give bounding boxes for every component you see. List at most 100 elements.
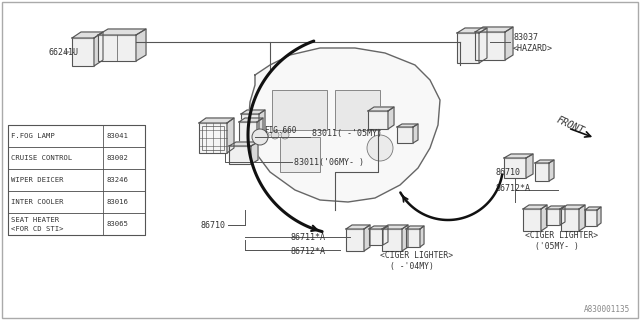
Text: A830001135: A830001135 bbox=[584, 305, 630, 314]
Bar bbox=[229, 146, 251, 164]
Circle shape bbox=[261, 131, 269, 139]
Polygon shape bbox=[388, 107, 394, 129]
Polygon shape bbox=[457, 28, 487, 33]
Polygon shape bbox=[368, 107, 394, 111]
Polygon shape bbox=[397, 124, 418, 127]
Text: FIG.660: FIG.660 bbox=[264, 125, 296, 134]
Text: 83016: 83016 bbox=[106, 199, 128, 205]
Polygon shape bbox=[504, 154, 533, 158]
Text: <CIGER LIGHTER>: <CIGER LIGHTER> bbox=[380, 251, 453, 260]
Bar bbox=[98, 35, 136, 61]
Text: <FOR CD STI>: <FOR CD STI> bbox=[11, 226, 63, 232]
Bar bbox=[346, 229, 364, 251]
Bar bbox=[397, 127, 413, 143]
Polygon shape bbox=[251, 142, 258, 164]
Bar bbox=[382, 229, 402, 251]
Text: 83041: 83041 bbox=[106, 133, 128, 139]
Text: 86711*A: 86711*A bbox=[290, 233, 325, 242]
Polygon shape bbox=[257, 118, 263, 142]
Text: ('05MY- ): ('05MY- ) bbox=[535, 242, 579, 251]
Polygon shape bbox=[585, 207, 601, 210]
Circle shape bbox=[271, 131, 279, 139]
Text: 86712*A: 86712*A bbox=[290, 247, 325, 257]
Bar bbox=[280, 137, 320, 172]
Text: FRONT: FRONT bbox=[555, 114, 586, 136]
Bar bbox=[8, 125, 145, 235]
Bar bbox=[8, 147, 145, 169]
Polygon shape bbox=[136, 29, 146, 61]
Polygon shape bbox=[72, 32, 103, 38]
Bar bbox=[8, 191, 145, 213]
Text: 86712*A: 86712*A bbox=[495, 183, 530, 193]
Polygon shape bbox=[369, 226, 388, 229]
Bar bbox=[546, 209, 560, 225]
Bar bbox=[504, 158, 526, 178]
Bar bbox=[8, 213, 145, 235]
Polygon shape bbox=[597, 207, 601, 226]
Bar bbox=[335, 90, 380, 130]
Bar bbox=[585, 210, 597, 226]
Bar bbox=[239, 122, 257, 142]
Bar bbox=[368, 111, 388, 129]
Text: SEAT HEATER: SEAT HEATER bbox=[11, 217, 59, 223]
Text: <HAZARD>: <HAZARD> bbox=[513, 44, 553, 52]
Text: WIPER DEICER: WIPER DEICER bbox=[11, 177, 63, 183]
Polygon shape bbox=[535, 160, 554, 163]
Circle shape bbox=[281, 131, 289, 139]
Polygon shape bbox=[505, 27, 513, 60]
Bar bbox=[199, 123, 227, 153]
Polygon shape bbox=[526, 154, 533, 178]
Text: INTER COOLER: INTER COOLER bbox=[11, 199, 63, 205]
Text: CRUISE CONTROL: CRUISE CONTROL bbox=[11, 155, 72, 161]
Polygon shape bbox=[199, 118, 234, 123]
Polygon shape bbox=[546, 206, 565, 209]
Bar bbox=[8, 125, 145, 147]
Polygon shape bbox=[523, 205, 547, 209]
Polygon shape bbox=[382, 225, 408, 229]
Bar bbox=[535, 163, 549, 181]
Circle shape bbox=[367, 135, 393, 161]
Bar bbox=[406, 229, 420, 247]
Polygon shape bbox=[346, 225, 370, 229]
Bar bbox=[457, 33, 479, 63]
Text: 83011('06MY- ): 83011('06MY- ) bbox=[294, 157, 364, 166]
Bar bbox=[561, 209, 579, 231]
Text: 66241U: 66241U bbox=[48, 47, 78, 57]
Polygon shape bbox=[364, 225, 370, 251]
Polygon shape bbox=[227, 118, 234, 153]
Text: 83246: 83246 bbox=[106, 177, 128, 183]
Bar bbox=[202, 126, 224, 150]
Polygon shape bbox=[579, 205, 585, 231]
Polygon shape bbox=[406, 226, 424, 229]
Polygon shape bbox=[229, 142, 258, 146]
Polygon shape bbox=[241, 110, 265, 114]
Text: F.FOG LAMP: F.FOG LAMP bbox=[11, 133, 55, 139]
Text: 83002: 83002 bbox=[106, 155, 128, 161]
Bar bbox=[241, 114, 259, 136]
Polygon shape bbox=[541, 205, 547, 231]
Bar bbox=[369, 229, 383, 245]
Bar bbox=[72, 38, 94, 66]
Text: ( -'04MY): ( -'04MY) bbox=[390, 261, 434, 270]
Polygon shape bbox=[94, 32, 103, 66]
Polygon shape bbox=[420, 226, 424, 247]
Polygon shape bbox=[561, 205, 585, 209]
Polygon shape bbox=[259, 110, 265, 136]
Polygon shape bbox=[383, 226, 388, 245]
Polygon shape bbox=[98, 29, 146, 35]
Polygon shape bbox=[479, 28, 487, 63]
Bar bbox=[475, 32, 505, 60]
Polygon shape bbox=[248, 48, 440, 202]
Polygon shape bbox=[475, 27, 513, 32]
Polygon shape bbox=[402, 225, 408, 251]
Polygon shape bbox=[239, 118, 263, 122]
Polygon shape bbox=[549, 160, 554, 181]
Circle shape bbox=[252, 129, 268, 145]
Text: 86710: 86710 bbox=[200, 220, 225, 229]
Text: 83037: 83037 bbox=[513, 33, 538, 42]
Polygon shape bbox=[413, 124, 418, 143]
Text: <CIGER LIGHTER>: <CIGER LIGHTER> bbox=[525, 230, 598, 239]
Text: 83011( -'05MY): 83011( -'05MY) bbox=[312, 129, 382, 138]
Bar bbox=[8, 169, 145, 191]
Text: 83065: 83065 bbox=[106, 221, 128, 227]
